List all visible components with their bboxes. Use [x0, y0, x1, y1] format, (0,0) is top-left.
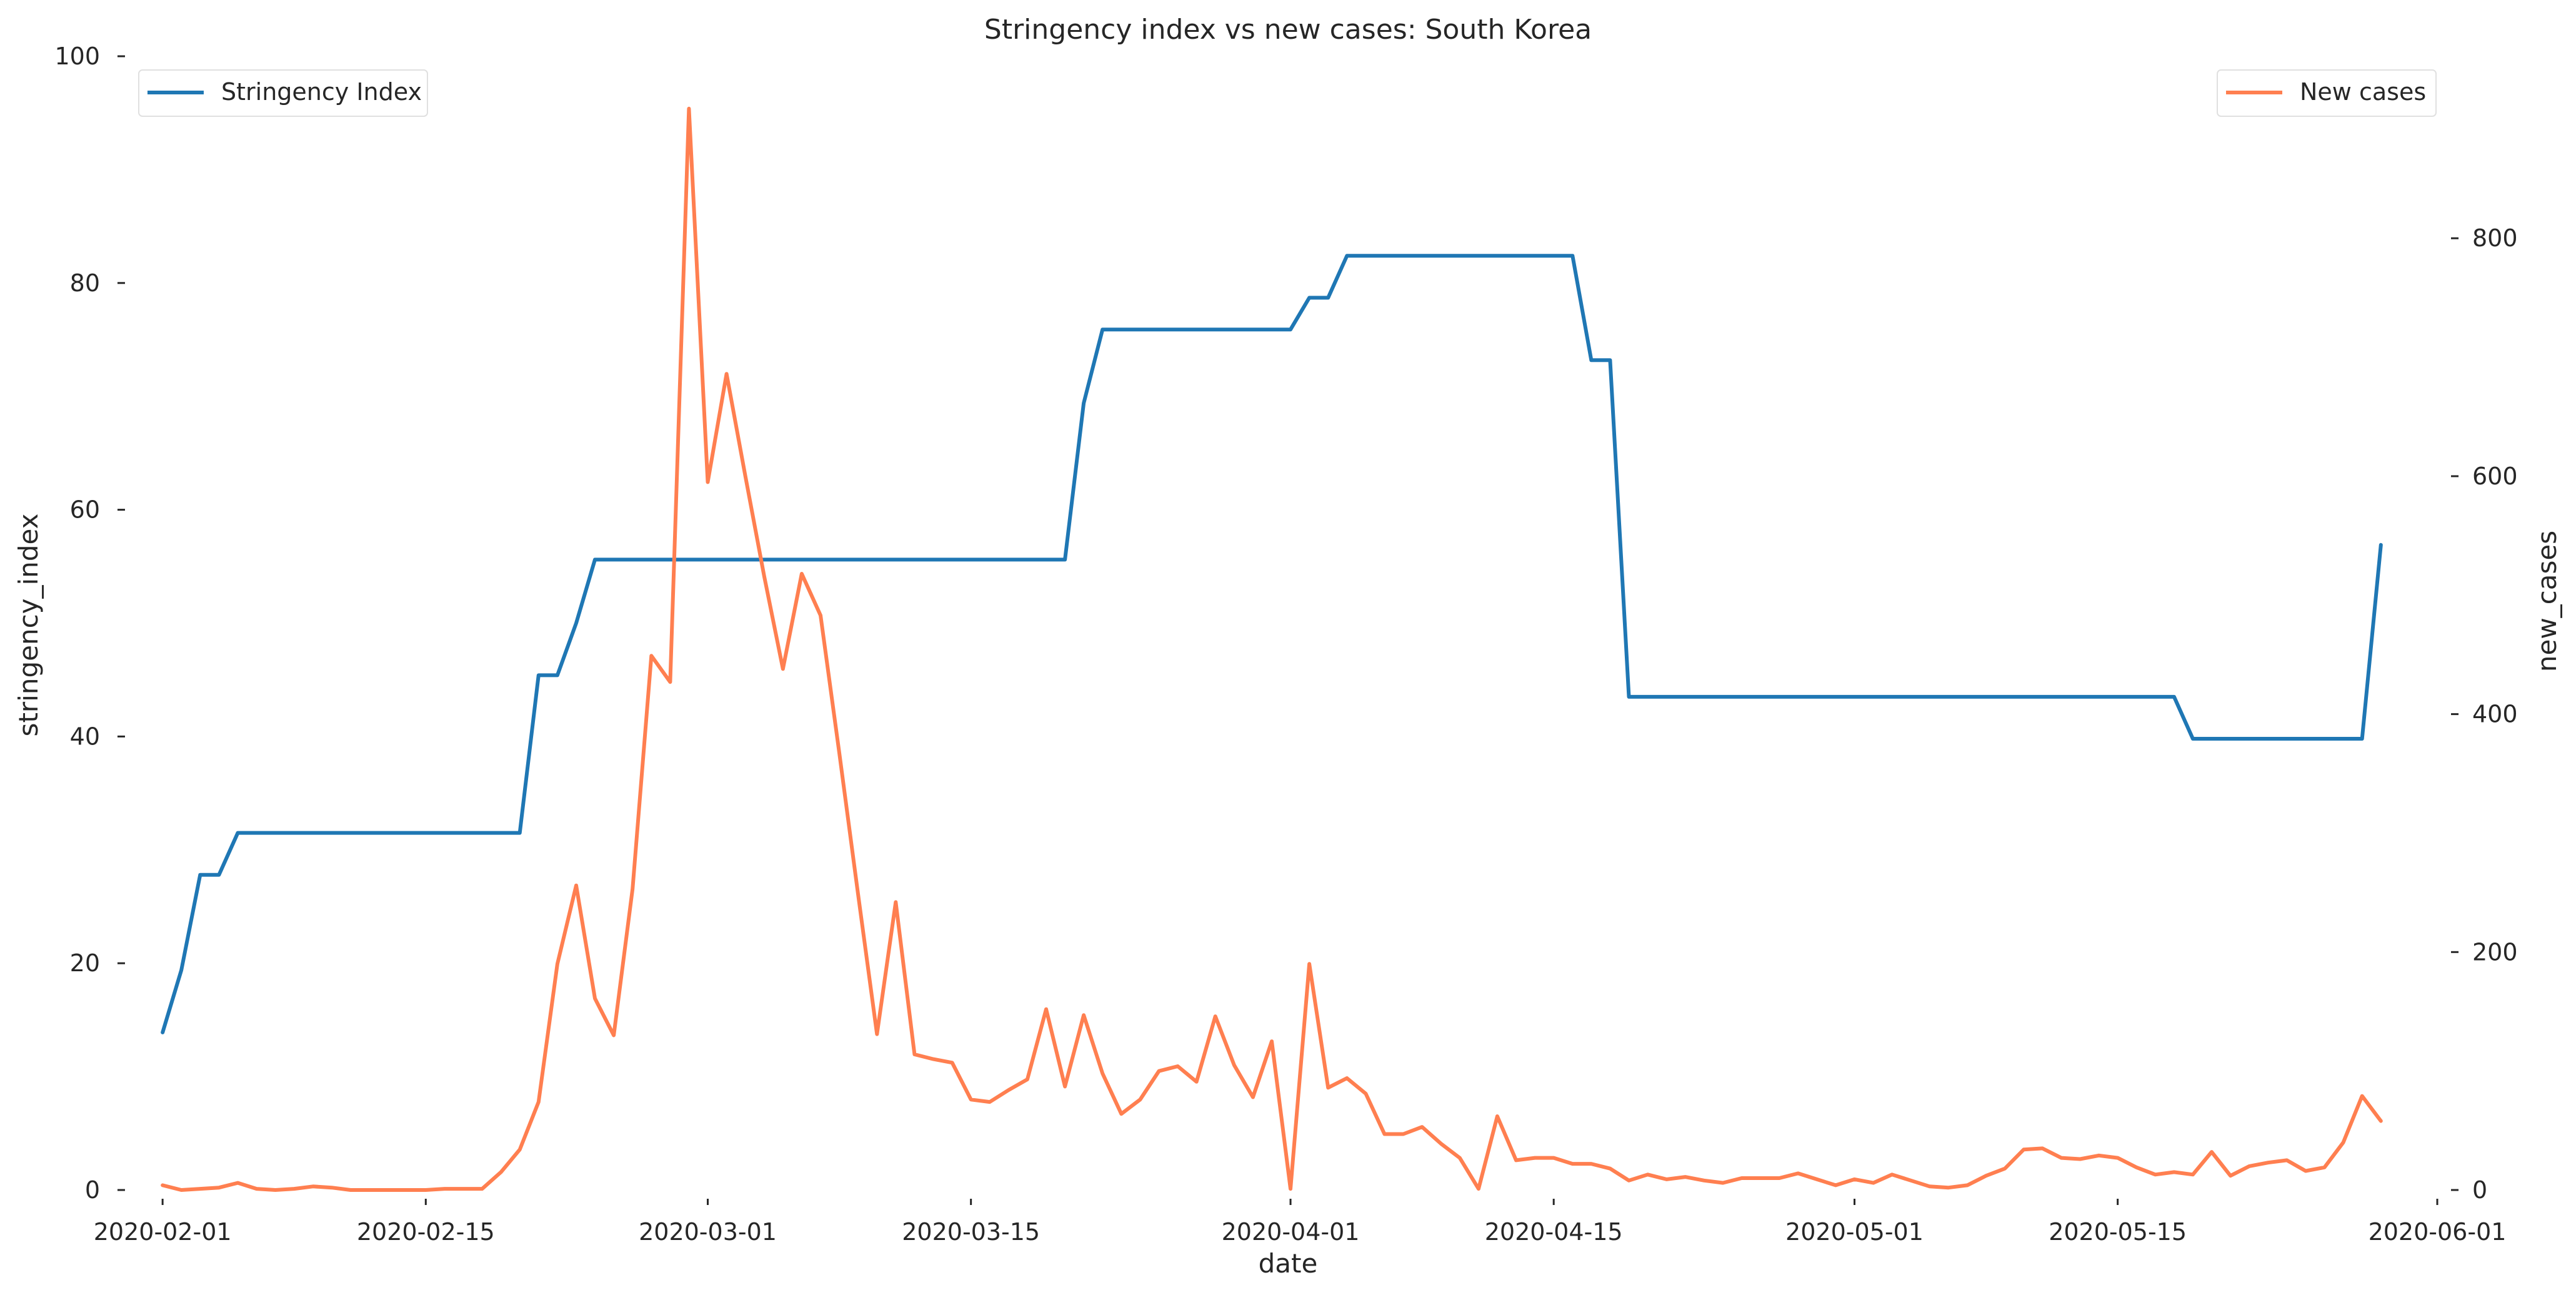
y-right-tick-label: 800: [2472, 224, 2518, 252]
y-left-tick-label: 20: [70, 949, 100, 977]
y-right-tick-label: 600: [2472, 462, 2518, 490]
y-right-tick-label: 400: [2472, 701, 2518, 728]
new-cases-line: [161, 106, 2383, 1192]
y-right-tick-label: 200: [2472, 938, 2518, 966]
y-axis-right: 0 200 400 600 800: [2451, 224, 2518, 1204]
x-tick-label: 2020-05-15: [2049, 1218, 2187, 1246]
y-left-tick-label: 40: [70, 722, 100, 750]
x-tick-label: 2020-03-15: [902, 1218, 1040, 1246]
x-tick-label: 2020-03-01: [639, 1218, 777, 1246]
legend-right: New cases: [2217, 69, 2437, 117]
stringency-line: [161, 254, 2383, 1034]
plot-lines: [161, 106, 2383, 1192]
y-left-tick-label: 80: [70, 269, 100, 297]
x-tick-label: 2020-04-15: [1485, 1218, 1623, 1246]
legend-label-stringency: Stringency Index: [221, 78, 422, 106]
y-left-tick-label: 100: [54, 42, 100, 70]
y-left-tick-label: 0: [85, 1176, 100, 1204]
y-axis-right-label: new_cases: [2532, 531, 2562, 672]
y-axis-left: 0 20 40 60 80 100: [54, 42, 125, 1204]
chart-title: Stringency index vs new cases: South Kor…: [984, 14, 1592, 46]
legend-left-box: [138, 69, 428, 117]
x-tick-label: 2020-06-01: [2369, 1218, 2507, 1246]
legend-left: Stringency Index: [138, 69, 428, 117]
x-axis: 2020-02-01 2020-02-15 2020-03-01 2020-03-15…: [94, 1199, 2507, 1246]
y-right-tick-label: 0: [2472, 1176, 2487, 1204]
x-tick-label: 2020-02-01: [94, 1218, 232, 1246]
x-axis-label: date: [1259, 1248, 1318, 1279]
y-left-tick-label: 60: [70, 496, 100, 524]
y-axis-left-label: stringency_index: [13, 514, 44, 737]
x-tick-label: 2020-02-15: [357, 1218, 495, 1246]
legend-label-cases: New cases: [2300, 78, 2426, 106]
legend-right-box: [2217, 69, 2437, 117]
x-tick-label: 2020-04-01: [1222, 1218, 1360, 1246]
x-tick-label: 2020-05-01: [1785, 1218, 1924, 1246]
